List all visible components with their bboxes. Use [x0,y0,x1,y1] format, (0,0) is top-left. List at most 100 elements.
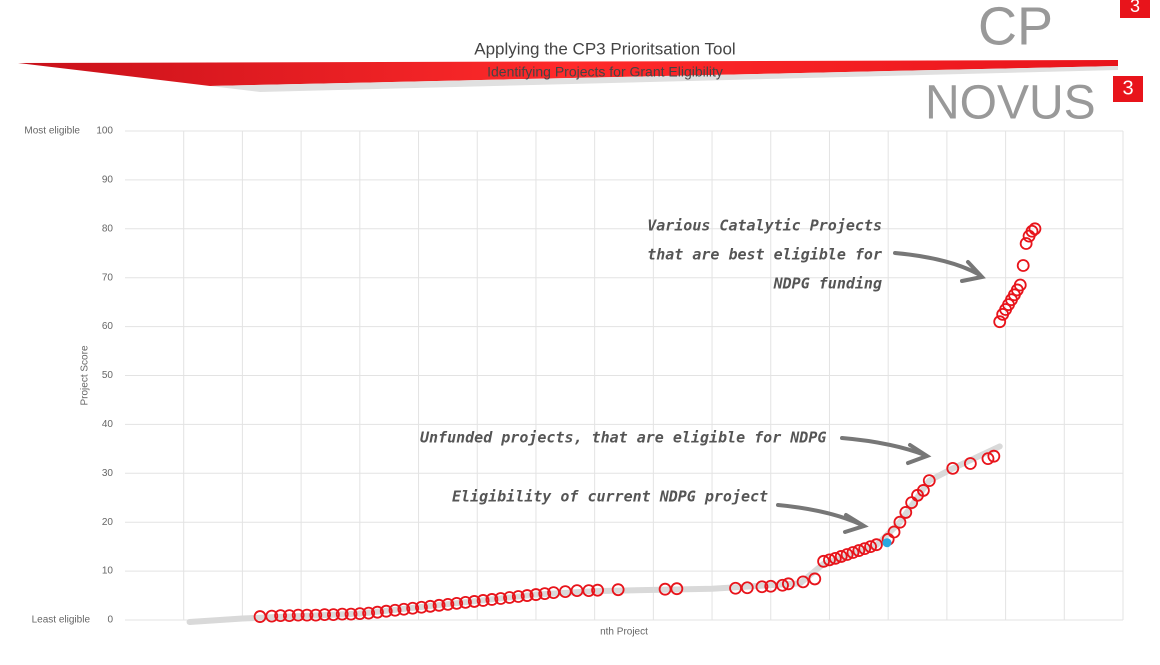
point [265,609,279,623]
arrow [840,436,927,457]
arrow [893,251,982,277]
point [327,608,340,622]
annotation: Various Catalytic Projects [647,217,882,235]
point [291,608,305,622]
point [611,583,625,597]
point [823,553,836,567]
point [755,580,769,594]
y-tick-label: 80 [102,223,114,234]
point [1019,237,1033,250]
point [397,602,411,616]
point [776,578,789,592]
point [893,515,907,529]
annotation: Unfunded projects, that are eligible for… [420,429,826,447]
point [520,589,534,602]
y-tick-label: 60 [102,321,114,332]
point [1016,259,1030,272]
point [1028,222,1042,236]
point [344,607,358,621]
plot: 0 10 20 30 40 50 60 70 80 90 100 Most eligible Least… [24,126,1124,638]
point [828,551,842,565]
y-tick-label: 10 [102,566,114,577]
point [1013,278,1027,292]
point [511,590,525,603]
point [441,597,455,611]
point [362,606,376,620]
y-top-label: Most eligible [24,126,80,137]
point [922,474,936,488]
logo-badge-text: 3 [1130,0,1140,16]
point [963,457,977,470]
point [459,595,472,609]
point [318,608,332,622]
point [353,607,367,621]
point [300,608,314,622]
point [840,548,854,561]
y-tick-label: 0 [107,615,113,626]
point [993,315,1007,329]
header-swoosh [18,60,1118,86]
point [887,525,901,539]
point [282,609,296,622]
point [852,544,866,557]
point [981,452,995,466]
title: Applying the CP3 Prioritsation Tool [474,39,735,58]
logo-badge [1113,76,1143,102]
point [582,584,596,598]
point [796,575,810,589]
y-tick-label: 100 [96,126,113,137]
point [274,609,287,622]
header-shadow [210,66,1118,92]
point [538,587,552,600]
annotation: Eligibility of current NDPG project [452,488,768,506]
point [1025,224,1039,238]
point [494,592,508,605]
point [870,538,883,552]
y-bottom-label: Least eligible [32,615,91,626]
point [987,449,1001,463]
point [379,604,393,618]
arrow-head [843,513,869,534]
arrows [776,251,986,534]
logo-badge [1120,0,1150,18]
point [432,598,446,612]
annotation: NDPG funding [773,275,882,293]
point [503,591,516,604]
y-tick-label: 50 [102,370,114,381]
subtitle: Identifying Projects for Grant Eligibili… [487,64,723,80]
point [423,599,437,613]
point [529,588,543,601]
point [817,554,830,568]
point [858,542,872,556]
point [309,608,323,622]
point [670,582,684,596]
annotation: that are best eligible for [647,246,882,264]
point [476,594,490,607]
arrow-head [906,443,932,465]
y-axis-label: Project Score [80,345,91,405]
logo-novus: NOVUS [925,77,1096,130]
point [740,581,754,595]
arrow-head [960,260,986,283]
point [388,603,402,617]
point [485,593,499,606]
y-tick-label: 20 [102,517,114,528]
point [846,546,860,559]
y-tick-label: 70 [102,272,114,283]
point [781,577,795,591]
point [864,540,877,554]
point [834,550,848,563]
x-axis-label: nth Project [600,627,648,638]
logo-cp: CP [978,0,1053,56]
point [371,605,384,619]
point [406,601,420,615]
point [917,484,930,497]
highlight-point [882,538,892,548]
point [808,572,822,586]
point [415,600,428,614]
y-tick-label: 90 [102,175,114,186]
point [335,607,349,621]
point [467,595,481,608]
point [450,596,464,610]
